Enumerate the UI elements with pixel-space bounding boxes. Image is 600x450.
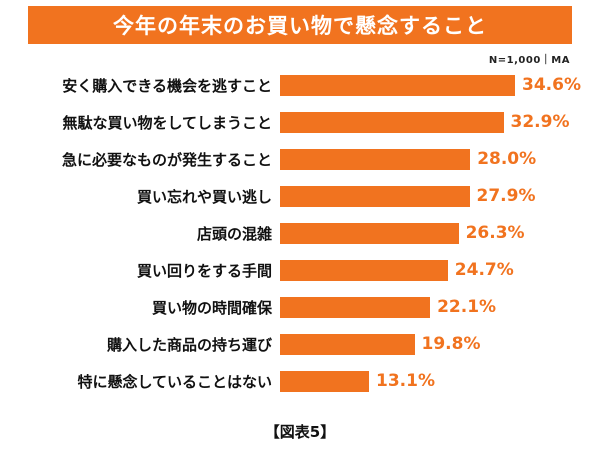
category-label: 購入した商品の持ち運び (106, 335, 272, 354)
value-label: 28.0% (477, 149, 537, 169)
value-label: 19.8% (421, 334, 481, 354)
chart-row: 安く購入できる機会を逃すこと 34.6% (0, 72, 600, 98)
chart-title-banner: 今年の年末のお買い物で懸念すること (28, 6, 572, 44)
category-label: 買い物の時間確保 (151, 298, 272, 317)
category-label: 買い回りをする手間 (136, 261, 272, 280)
category-label: 安く購入できる機会を逃すこと (62, 76, 272, 95)
category-label: 急に必要なものが発生すること (61, 150, 272, 169)
bar (280, 333, 415, 355)
chart-row: 急に必要なものが発生すること 28.0% (0, 146, 600, 172)
value-label: 22.1% (437, 297, 497, 317)
bar (280, 185, 470, 207)
bar (280, 148, 471, 170)
chart-row: 購入した商品の持ち運び 19.8% (0, 331, 600, 357)
value-label: 34.6% (522, 75, 581, 95)
value-label: 32.9% (510, 112, 570, 132)
chart-row: 店頭の混雑 26.3% (0, 220, 600, 246)
bar-chart: 安く購入できる機会を逃すこと 34.6% 無駄な買い物をしてしまうこと 32.9% 急に… (0, 72, 600, 405)
chart-row: 特に懸念していることはない 13.1% (0, 368, 600, 394)
chart-row: 買い忘れや買い逃し 27.9% (0, 183, 600, 209)
value-label: 24.7% (454, 260, 514, 280)
chart-row: 無駄な買い物をしてしまうこと 32.9% (0, 109, 600, 135)
figure-caption: 【図表5】 (264, 423, 336, 441)
bar (280, 74, 515, 96)
category-label: 特に懸念していることはない (77, 372, 272, 391)
bar (280, 259, 448, 281)
category-label: 店頭の混雑 (196, 224, 272, 243)
value-label: 26.3% (465, 223, 525, 243)
category-label: 買い忘れや買い逃し (136, 187, 272, 206)
bar (280, 111, 504, 133)
page-title: 今年の年末のお買い物で懸念すること (113, 14, 487, 38)
bar (280, 222, 459, 244)
bar (280, 296, 431, 318)
bar (280, 370, 369, 392)
sample-size-note: N=1,000｜MA (488, 55, 570, 66)
value-label: 27.9% (476, 186, 536, 206)
category-label: 無駄な買い物をしてしまうこと (62, 113, 272, 132)
chart-row: 買い物の時間確保 22.1% (0, 294, 600, 320)
chart-row: 買い回りをする手間 24.7% (0, 257, 600, 283)
value-label: 13.1% (376, 371, 435, 391)
